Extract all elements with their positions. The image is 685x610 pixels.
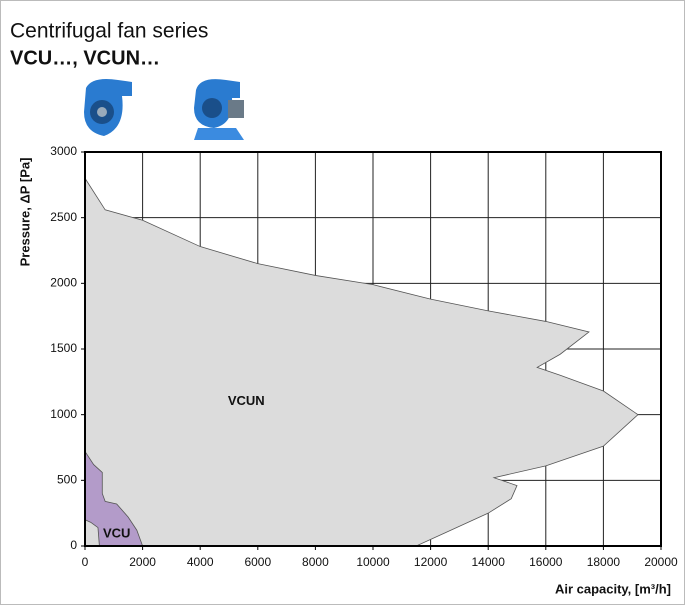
fan-icon-2 (194, 79, 244, 140)
x-tick-label: 6000 (244, 555, 271, 569)
chart-title: Centrifugal fan series (10, 20, 208, 43)
y-tick-label: 1500 (50, 341, 77, 355)
y-tick-label: 3000 (50, 144, 77, 158)
x-tick-label: 4000 (187, 555, 214, 569)
series-label: VCUN (228, 393, 265, 408)
x-tick-label: 18000 (587, 555, 621, 569)
x-tick-label: 14000 (472, 555, 506, 569)
x-tick-label: 8000 (302, 555, 329, 569)
x-tick-label: 20000 (644, 555, 678, 569)
y-tick-label: 2000 (50, 276, 77, 290)
y-tick-label: 0 (70, 538, 77, 552)
series-label: VCU (103, 526, 130, 541)
x-tick-label: 12000 (414, 555, 448, 569)
area (84, 176, 639, 547)
x-axis-label: Air capacity, [m³/h] (555, 581, 671, 596)
y-axis-label: Pressure, ΔP [Pa] (17, 158, 32, 267)
area (84, 450, 144, 547)
x-tick-label: 16000 (529, 555, 563, 569)
y-tick-label: 500 (57, 473, 77, 487)
x-tick-label: 2000 (129, 555, 156, 569)
x-tick-label: 0 (82, 555, 89, 569)
chart-subtitle: VCU…, VCUN… (10, 47, 160, 69)
y-tick-label: 1000 (50, 407, 77, 421)
x-tick-label: 10000 (356, 555, 390, 569)
fan-icon-1 (84, 79, 132, 136)
y-tick-label: 2500 (50, 210, 77, 224)
